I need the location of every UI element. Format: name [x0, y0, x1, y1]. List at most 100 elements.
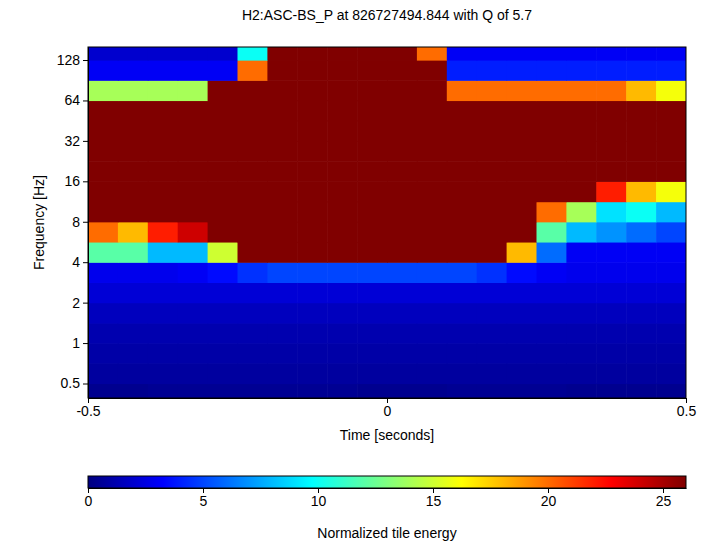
cell: [148, 141, 179, 162]
cell: [626, 262, 657, 283]
cell: [208, 161, 239, 182]
cell: [387, 121, 418, 142]
cell: [297, 262, 328, 283]
cell: [208, 242, 239, 263]
cell: [626, 47, 657, 61]
cell: [88, 323, 119, 344]
colorbar-tick-label: 0: [85, 493, 93, 509]
y-tick-label: 2: [72, 295, 80, 311]
cell: [537, 343, 568, 364]
cell: [507, 80, 537, 101]
cell: [357, 100, 388, 121]
y-tick-mark: [83, 262, 88, 263]
cell: [208, 141, 239, 162]
y-axis-line: [88, 48, 89, 399]
cell: [148, 343, 179, 364]
cell: [238, 282, 269, 303]
y-tick-label: 1: [72, 335, 80, 351]
cell: [267, 202, 298, 223]
cell: [267, 303, 298, 324]
cell: [656, 282, 686, 303]
cell: [267, 343, 298, 364]
x-axis: -0.500.5: [76, 398, 696, 419]
cell: [178, 384, 209, 398]
colorbar-tick-label: 5: [200, 493, 208, 509]
cell: [178, 47, 209, 61]
cell: [626, 121, 657, 142]
cell: [118, 384, 148, 398]
cell: [387, 242, 418, 263]
cell: [596, 384, 627, 398]
colorbar-tick-label: 15: [426, 493, 442, 509]
cell: [447, 323, 478, 344]
cell: [178, 161, 209, 182]
cell: [566, 343, 597, 364]
cell: [297, 343, 328, 364]
cell: [297, 60, 328, 81]
cell: [297, 121, 328, 142]
cell: [88, 80, 119, 101]
cell: [596, 181, 627, 202]
cell: [537, 363, 568, 384]
cell: [178, 60, 209, 81]
y-tick-label: 32: [64, 133, 80, 149]
cell: [267, 121, 298, 142]
cell: [357, 47, 388, 61]
cell: [178, 222, 209, 243]
cell: [357, 141, 388, 162]
cell: [88, 161, 119, 182]
cell: [238, 343, 269, 364]
cell: [267, 242, 298, 263]
cell: [537, 303, 568, 324]
cell: [178, 100, 209, 121]
cell: [417, 363, 448, 384]
colorbar-axis: 0510152025: [85, 488, 687, 509]
cell: [387, 181, 418, 202]
cell: [238, 141, 269, 162]
cell: [208, 262, 239, 283]
cell: [208, 343, 239, 364]
cell: [656, 384, 686, 398]
cell: [178, 141, 209, 162]
colorbar-tick-label: 20: [541, 493, 557, 509]
y-tick: 2: [72, 295, 88, 311]
y-tick-mark: [83, 181, 88, 182]
cell: [566, 282, 597, 303]
cell: [148, 323, 179, 344]
cell: [566, 100, 597, 121]
cell: [596, 363, 627, 384]
cell: [566, 202, 597, 223]
cell: [238, 161, 269, 182]
cell: [566, 242, 597, 263]
cell: [477, 384, 508, 398]
cell: [297, 242, 328, 263]
x-tick-label: 0: [384, 403, 392, 419]
cell: [566, 80, 597, 101]
cell: [267, 47, 298, 61]
cell: [88, 343, 119, 364]
x-tick: -0.5: [76, 398, 100, 419]
cell: [357, 202, 388, 223]
cell: [537, 242, 568, 263]
cell: [208, 363, 239, 384]
cell: [626, 363, 657, 384]
y-tick: 8: [72, 214, 88, 230]
cell: [297, 181, 328, 202]
cell: [537, 384, 568, 398]
cell: [297, 100, 328, 121]
cell: [148, 363, 179, 384]
cell: [537, 80, 568, 101]
y-tick: 128: [57, 52, 88, 68]
cell: [178, 282, 209, 303]
cell: [477, 121, 508, 142]
cell: [537, 262, 568, 283]
cell: [327, 121, 358, 142]
cell: [357, 242, 388, 263]
cell: [267, 262, 298, 283]
cell: [537, 121, 568, 142]
cell: [267, 141, 298, 162]
cell: [447, 202, 478, 223]
cell: [238, 303, 269, 324]
y-tick: 64: [64, 92, 88, 108]
cell: [447, 242, 478, 263]
